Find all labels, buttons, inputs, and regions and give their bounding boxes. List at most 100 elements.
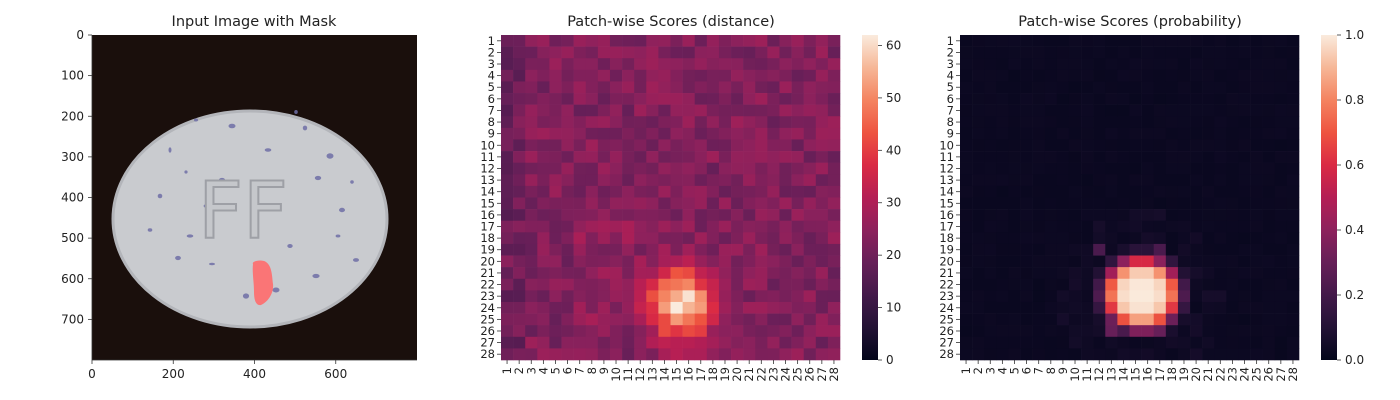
heatmap-cell xyxy=(1129,104,1142,117)
heatmap-cell xyxy=(755,104,768,117)
heatmap-cell xyxy=(1032,209,1046,222)
heatmap-cell xyxy=(1020,116,1033,129)
probability-heatmap-title: Patch-wise Scores (probability) xyxy=(1018,14,1241,30)
heatmap-cell xyxy=(827,220,841,233)
heatmap-cell xyxy=(1008,58,1021,71)
anomaly-mask xyxy=(252,260,274,306)
heatmap-cell xyxy=(1274,35,1288,47)
heatmap-cell xyxy=(1008,348,1021,361)
col-tick-label: 11 xyxy=(1080,367,1094,382)
heatmap-cell xyxy=(827,58,841,71)
heatmap-cell xyxy=(1165,336,1179,349)
heatmap-cell xyxy=(537,243,550,256)
heatmap-cell xyxy=(525,220,538,233)
heatmap-cell xyxy=(1056,209,1070,222)
heatmap-cell xyxy=(513,301,526,314)
heatmap-cell xyxy=(1105,174,1118,187)
heatmap-cell xyxy=(1008,267,1021,280)
heatmap-cell xyxy=(984,69,997,82)
heatmap-cell xyxy=(1165,313,1179,326)
heatmap-cell xyxy=(1117,290,1130,303)
heatmap-cell xyxy=(1105,301,1118,314)
heatmap-cell xyxy=(573,197,587,210)
heatmap-cell xyxy=(1081,104,1094,117)
heatmap-cell xyxy=(755,290,768,303)
heatmap-cell xyxy=(585,290,599,303)
heatmap-cell xyxy=(1008,232,1021,245)
colorbar-tick-label: 0.4 xyxy=(1345,223,1364,237)
heatmap-cell xyxy=(634,81,647,94)
heatmap-cell xyxy=(585,58,599,71)
heatmap-cell xyxy=(706,197,720,210)
heatmap-cell xyxy=(694,255,708,268)
heatmap-cell xyxy=(1008,290,1021,303)
heatmap-cell xyxy=(658,220,671,233)
heatmap-cell xyxy=(549,267,562,280)
heatmap-cell xyxy=(996,197,1009,210)
heatmap-cell xyxy=(984,267,997,280)
heatmap-cell xyxy=(984,139,997,152)
heatmap-cell xyxy=(1262,116,1276,129)
distance-heatmap-title: Patch-wise Scores (distance) xyxy=(567,14,775,30)
heatmap-cell xyxy=(1117,278,1130,291)
tablet-speckles xyxy=(147,110,359,299)
col-tick-label: 28 xyxy=(1286,367,1300,382)
heatmap-cell xyxy=(1177,93,1191,105)
heatmap-cell xyxy=(1068,348,1082,361)
heatmap-cell xyxy=(815,348,829,361)
heatmap-cell xyxy=(972,336,985,349)
heatmap-cell xyxy=(791,35,804,47)
heatmap-cell xyxy=(1262,69,1276,82)
heatmap-cell xyxy=(573,301,587,314)
heatmap-cell xyxy=(827,81,841,94)
heatmap-cell xyxy=(731,232,744,245)
heatmap-cell xyxy=(1214,127,1227,140)
heatmap-cell xyxy=(1238,58,1251,71)
heatmap-cell xyxy=(597,46,611,59)
heatmap-cell xyxy=(996,35,1009,47)
heatmap-cell xyxy=(1153,267,1167,280)
heatmap-cell xyxy=(1056,93,1070,105)
heatmap-cell xyxy=(718,278,732,291)
row-tick-label: 1 xyxy=(488,34,495,48)
heatmap-cell xyxy=(513,197,526,210)
heatmap-cell xyxy=(1214,290,1227,303)
heatmap-cell xyxy=(658,243,671,256)
heatmap-cell xyxy=(682,232,696,245)
heatmap-cell xyxy=(1020,127,1033,140)
heatmap-cell xyxy=(1117,301,1130,314)
heatmap-cell xyxy=(1190,220,1203,233)
heatmap-cell xyxy=(1093,348,1106,361)
heatmap-cell xyxy=(779,232,792,245)
heatmap-cell xyxy=(549,116,562,129)
heatmap-cell xyxy=(706,243,720,256)
heatmap-cell xyxy=(731,93,744,105)
heatmap-cell xyxy=(1226,209,1239,222)
heatmap-cell xyxy=(549,313,562,326)
heatmap-cell xyxy=(646,127,659,140)
heatmap-cell xyxy=(984,313,997,326)
heatmap-cell xyxy=(718,35,732,47)
heatmap-cell xyxy=(658,35,671,47)
row-tick-label: 8 xyxy=(488,115,495,129)
heatmap-cell xyxy=(1093,243,1106,256)
heatmap-cell xyxy=(513,81,526,94)
heatmap-cell xyxy=(1105,336,1118,349)
heatmap-cell xyxy=(1262,151,1276,163)
heatmap-cell xyxy=(585,232,599,245)
heatmap-cell xyxy=(573,290,587,303)
heatmap-cell xyxy=(743,185,756,198)
heatmap-cell xyxy=(779,46,792,59)
heatmap-cell xyxy=(573,139,587,152)
heatmap-cell xyxy=(731,104,744,117)
heatmap-cell xyxy=(1274,209,1288,222)
heatmap-cell xyxy=(996,58,1009,71)
heatmap-cell xyxy=(1032,46,1046,59)
heatmap-cell xyxy=(694,185,708,198)
heatmap-cell xyxy=(1129,185,1142,198)
heatmap-cell xyxy=(658,104,671,117)
col-tick-label: 19 xyxy=(1177,367,1191,382)
heatmap-cell xyxy=(646,336,659,349)
heatmap-cell xyxy=(1238,46,1251,59)
heatmap-cell xyxy=(1141,151,1155,163)
